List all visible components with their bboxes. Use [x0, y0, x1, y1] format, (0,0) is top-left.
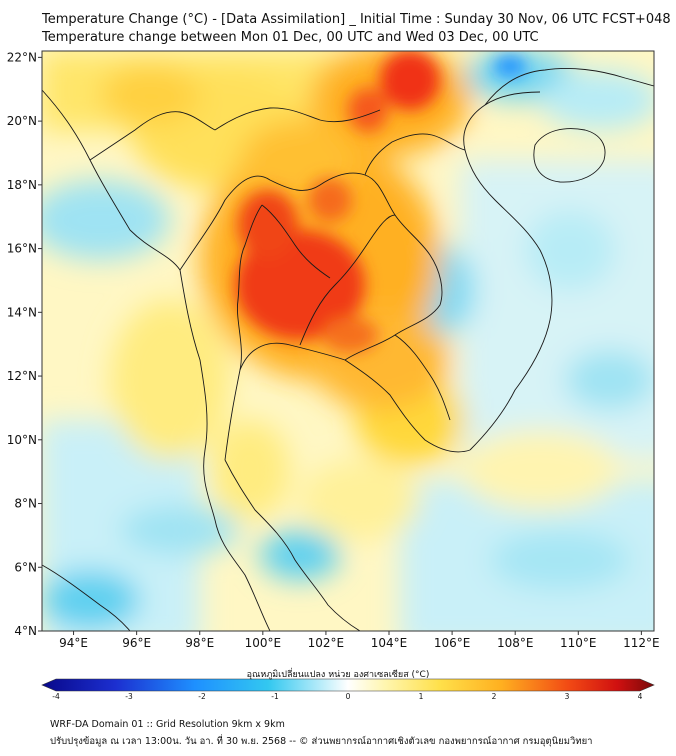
colorbar-tick-label: -4 [52, 692, 60, 701]
colorbar [41, 678, 655, 692]
lat-label: 4°N [14, 624, 37, 638]
lat-label: 12°N [7, 369, 37, 383]
lat-label: 14°N [7, 305, 37, 319]
temperature-field [42, 51, 654, 631]
lon-label: 108°E [497, 636, 534, 650]
lat-label: 22°N [7, 50, 37, 64]
lat-label: 6°N [14, 560, 37, 574]
colorbar-title: อุณหภูมิเปลี่ยนแปลง หน่วย องศาเซลเซียส (… [246, 670, 430, 680]
lon-label: 98°E [185, 636, 214, 650]
lon-label: 110°E [560, 636, 597, 650]
footer-credit: ปรับปรุงข้อมูล ณ เวลา 13:00น. วัน อา. ที… [50, 736, 593, 747]
lon-label: 100°E [245, 636, 282, 650]
colorbar-tick-label: 0 [345, 692, 351, 701]
latitude-axis: 22°N 20°N 18°N 16°N 14°N 12°N 10°N 8°N 6°N 4°N [7, 50, 42, 638]
map-frame [41, 50, 655, 632]
colorbar-tick-label: -2 [198, 692, 206, 701]
lon-label: 94°E [59, 636, 88, 650]
colorbar-tick-label: -3 [125, 692, 133, 701]
lat-label: 18°N [7, 178, 37, 192]
colorbar-tick-label: 1 [418, 692, 424, 701]
lon-label: 102°E [308, 636, 345, 650]
lat-label: 16°N [7, 242, 37, 256]
lat-label: 8°N [14, 497, 37, 511]
lon-label: 112°E [623, 636, 660, 650]
longitude-axis: 94°E 96°E 98°E 100°E 102°E 104°E 106°E 108°E 110… [59, 631, 660, 650]
map-title: Temperature Change (°C) - [Data Assimila… [42, 12, 671, 27]
lon-label: 106°E [434, 636, 471, 650]
lat-label: 10°N [7, 433, 37, 447]
colorbar-gradient [41, 678, 655, 692]
footer-model-info: WRF-DA Domain 01 :: Grid Resolution 9km … [50, 719, 285, 730]
colorbar-tick-label: 3 [564, 692, 570, 701]
colorbar-tick-label: -1 [271, 692, 279, 701]
coastlines-and-borders [42, 68, 654, 631]
colorbar-tick-label: 2 [491, 692, 497, 701]
lon-label: 96°E [122, 636, 151, 650]
colorbar-tick-label: 4 [637, 692, 643, 701]
map-subtitle: Temperature change between Mon 01 Dec, 0… [42, 30, 539, 45]
lon-label: 104°E [371, 636, 408, 650]
lat-label: 20°N [7, 114, 37, 128]
